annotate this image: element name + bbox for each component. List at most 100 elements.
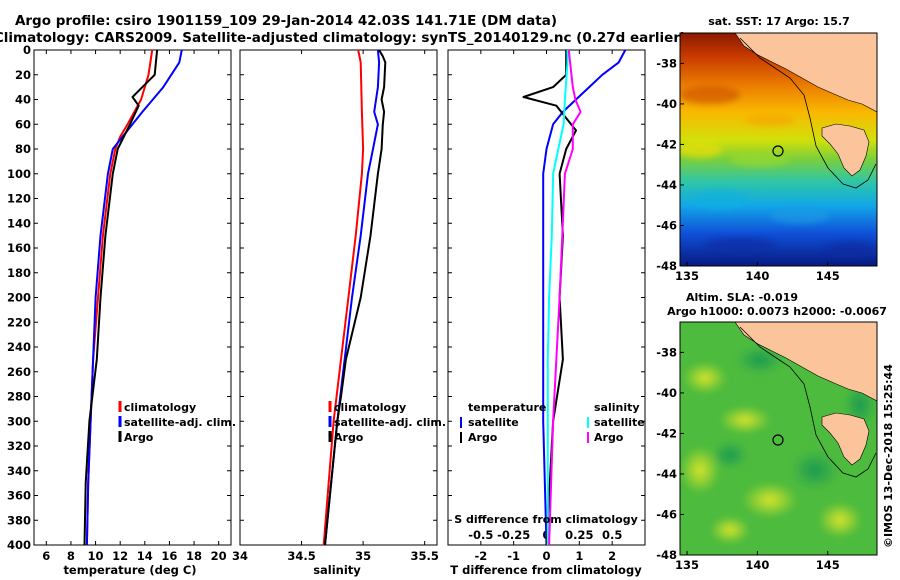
sla-texture bbox=[680, 346, 876, 544]
salinity-axes-box bbox=[239, 49, 438, 546]
salinity-x-ticks: 34 34.5 35 35.5 bbox=[232, 50, 439, 563]
legend-satellite-label: satellite-adj. clim. bbox=[124, 416, 236, 429]
series-line-s-argo bbox=[548, 49, 582, 546]
depth-tick-label: 260 bbox=[7, 365, 31, 379]
depth-tick-label: 280 bbox=[7, 390, 31, 404]
x-tick-label: 20 bbox=[211, 549, 227, 563]
sst-tasmania bbox=[821, 123, 870, 177]
series-line-s-satellite bbox=[546, 50, 569, 545]
lon-tick-label: 135 bbox=[675, 269, 699, 283]
difference-series bbox=[522, 49, 627, 546]
figure-title-line1: Argo profile: csiro 1901159_109 29-Jan-2… bbox=[15, 13, 557, 29]
legend-s-argo-label: Argo bbox=[594, 431, 624, 444]
salinity-diff-tick-label: 0.5 bbox=[602, 528, 622, 542]
series-line-argo bbox=[324, 49, 387, 546]
difference-x-ticks: -2 -1 0 1 2 bbox=[474, 50, 616, 563]
legend-argo-label: Argo bbox=[124, 431, 154, 444]
x-tick-label: 0 bbox=[542, 549, 550, 563]
salinity-panel: 34 34.5 35 35.5 salinity climatology satell… bbox=[232, 49, 446, 577]
difference-axes-box bbox=[447, 49, 646, 546]
sla-map-title-line1: Altim. SLA: -0.019 bbox=[686, 291, 798, 304]
lat-tick-label: -46 bbox=[656, 218, 677, 232]
legend-climatology-label: climatology bbox=[334, 401, 406, 414]
sst-map-ticks: 135 140 145 -38 -40 -42 -44 -46 -48 bbox=[656, 56, 840, 283]
lon-tick-label: 135 bbox=[675, 558, 699, 572]
depth-tick-label: 200 bbox=[7, 291, 31, 305]
temperature-panel: 0 20 40 60 80 100 120 140 160 180 200 220 240 260 280 3… bbox=[7, 43, 236, 577]
salinity-legend: climatology satellite-adj. clim. Argo bbox=[328, 401, 446, 444]
depth-tick-label: 80 bbox=[15, 142, 31, 156]
salinity-xlabel: salinity bbox=[313, 563, 361, 577]
series-line-satellite-adj-clim- bbox=[85, 49, 183, 546]
lon-tick-label: 145 bbox=[816, 558, 840, 572]
legend-salinity-title: salinity bbox=[594, 401, 640, 414]
depth-tick-label: 140 bbox=[7, 216, 31, 230]
temperature-depth-ticks: 0 20 40 60 80 100 120 140 160 180 200 220 240 260 280 3… bbox=[7, 43, 231, 552]
series-line-t-satellite bbox=[542, 49, 627, 546]
depth-tick-label: 0 bbox=[23, 43, 31, 57]
lat-tick-label: -42 bbox=[656, 137, 677, 151]
x-tick-label: 34 bbox=[232, 549, 248, 563]
depth-tick-label: 20 bbox=[15, 68, 31, 82]
depth-tick-label: 320 bbox=[7, 439, 31, 453]
sst-argo-marker bbox=[772, 145, 784, 157]
x-tick-label: 35 bbox=[355, 549, 371, 563]
sst-map-box bbox=[679, 32, 878, 267]
x-tick-label: -2 bbox=[474, 549, 487, 563]
x-tick-label: 6 bbox=[42, 549, 50, 563]
series-line-argo bbox=[83, 49, 159, 546]
x-tick-label: 14 bbox=[137, 549, 153, 563]
x-tick-label: 18 bbox=[186, 549, 202, 563]
depth-tick-label: 160 bbox=[7, 241, 31, 255]
legend-t-satellite-label: satellite bbox=[468, 416, 519, 429]
salinity-ticks bbox=[240, 49, 437, 546]
x-tick-label: 16 bbox=[161, 549, 177, 563]
depth-tick-label: 40 bbox=[15, 93, 31, 107]
sst-mainland bbox=[734, 33, 877, 113]
sla-map-ticks: 135 140 145 -38 -40 -42 -44 -46 -48 bbox=[656, 345, 840, 572]
depth-tick-label: 240 bbox=[7, 340, 31, 354]
lat-tick-label: -48 bbox=[656, 259, 677, 273]
difference-xlabel: T difference from climatology bbox=[450, 563, 642, 577]
temperature-xlabel: temperature (deg C) bbox=[63, 563, 196, 577]
series-line-t-argo bbox=[522, 50, 577, 546]
series-line-climatology bbox=[85, 49, 154, 546]
depth-tick-label: 360 bbox=[7, 489, 31, 503]
legend-t-argo-label: Argo bbox=[468, 431, 498, 444]
depth-tick-label: 340 bbox=[7, 464, 31, 478]
salinity-diff-tick-label: -0.5 bbox=[468, 528, 493, 542]
legend-argo-label: Argo bbox=[334, 431, 364, 444]
figure-title-line2: Climatology: CARS2009. Satellite-adjuste… bbox=[0, 30, 686, 46]
lat-tick-label: -40 bbox=[656, 386, 677, 400]
temperature-x-ticks: 6 8 10 12 14 16 18 20 bbox=[42, 50, 227, 563]
salinity-diff-tick-label: -0.25 bbox=[497, 528, 530, 542]
legend-temperature-title: temperature bbox=[468, 401, 546, 414]
lat-tick-label: -40 bbox=[656, 97, 677, 111]
legend-climatology-label: climatology bbox=[124, 401, 196, 414]
sla-depth-contour bbox=[739, 326, 877, 478]
depth-tick-label: 120 bbox=[7, 192, 31, 206]
x-tick-label: 8 bbox=[67, 549, 75, 563]
lon-tick-label: 140 bbox=[745, 269, 769, 283]
series-line-climatology bbox=[322, 49, 365, 546]
sst-depth-contour bbox=[739, 37, 877, 189]
depth-tick-label: 380 bbox=[7, 513, 31, 527]
depth-tick-label: 100 bbox=[7, 167, 31, 181]
sla-mainland bbox=[734, 322, 877, 402]
temperature-series bbox=[83, 49, 183, 546]
sla-map-box bbox=[679, 321, 878, 556]
depth-tick-label: 220 bbox=[7, 315, 31, 329]
sst-map-title: sat. SST: 17 Argo: 15.7 bbox=[708, 15, 850, 28]
difference-salinity-xlabel: S difference from climatology bbox=[454, 513, 638, 526]
legend-s-satellite-label: satellite bbox=[594, 416, 645, 429]
lat-tick-label: -44 bbox=[656, 467, 677, 481]
depth-tick-label: 180 bbox=[7, 266, 31, 280]
depth-tick-label: 300 bbox=[7, 414, 31, 428]
temperature-legend: climatology satellite-adj. clim. Argo bbox=[118, 401, 236, 444]
lat-tick-label: -38 bbox=[656, 345, 677, 359]
sst-texture bbox=[680, 86, 875, 259]
x-tick-label: 34.5 bbox=[287, 549, 315, 563]
lat-tick-label: -46 bbox=[656, 507, 677, 521]
lon-tick-label: 140 bbox=[745, 558, 769, 572]
difference-panel: -2 -1 0 1 2 -0.5 -0.25 0 0.25 0.5 T difference f… bbox=[447, 49, 646, 577]
